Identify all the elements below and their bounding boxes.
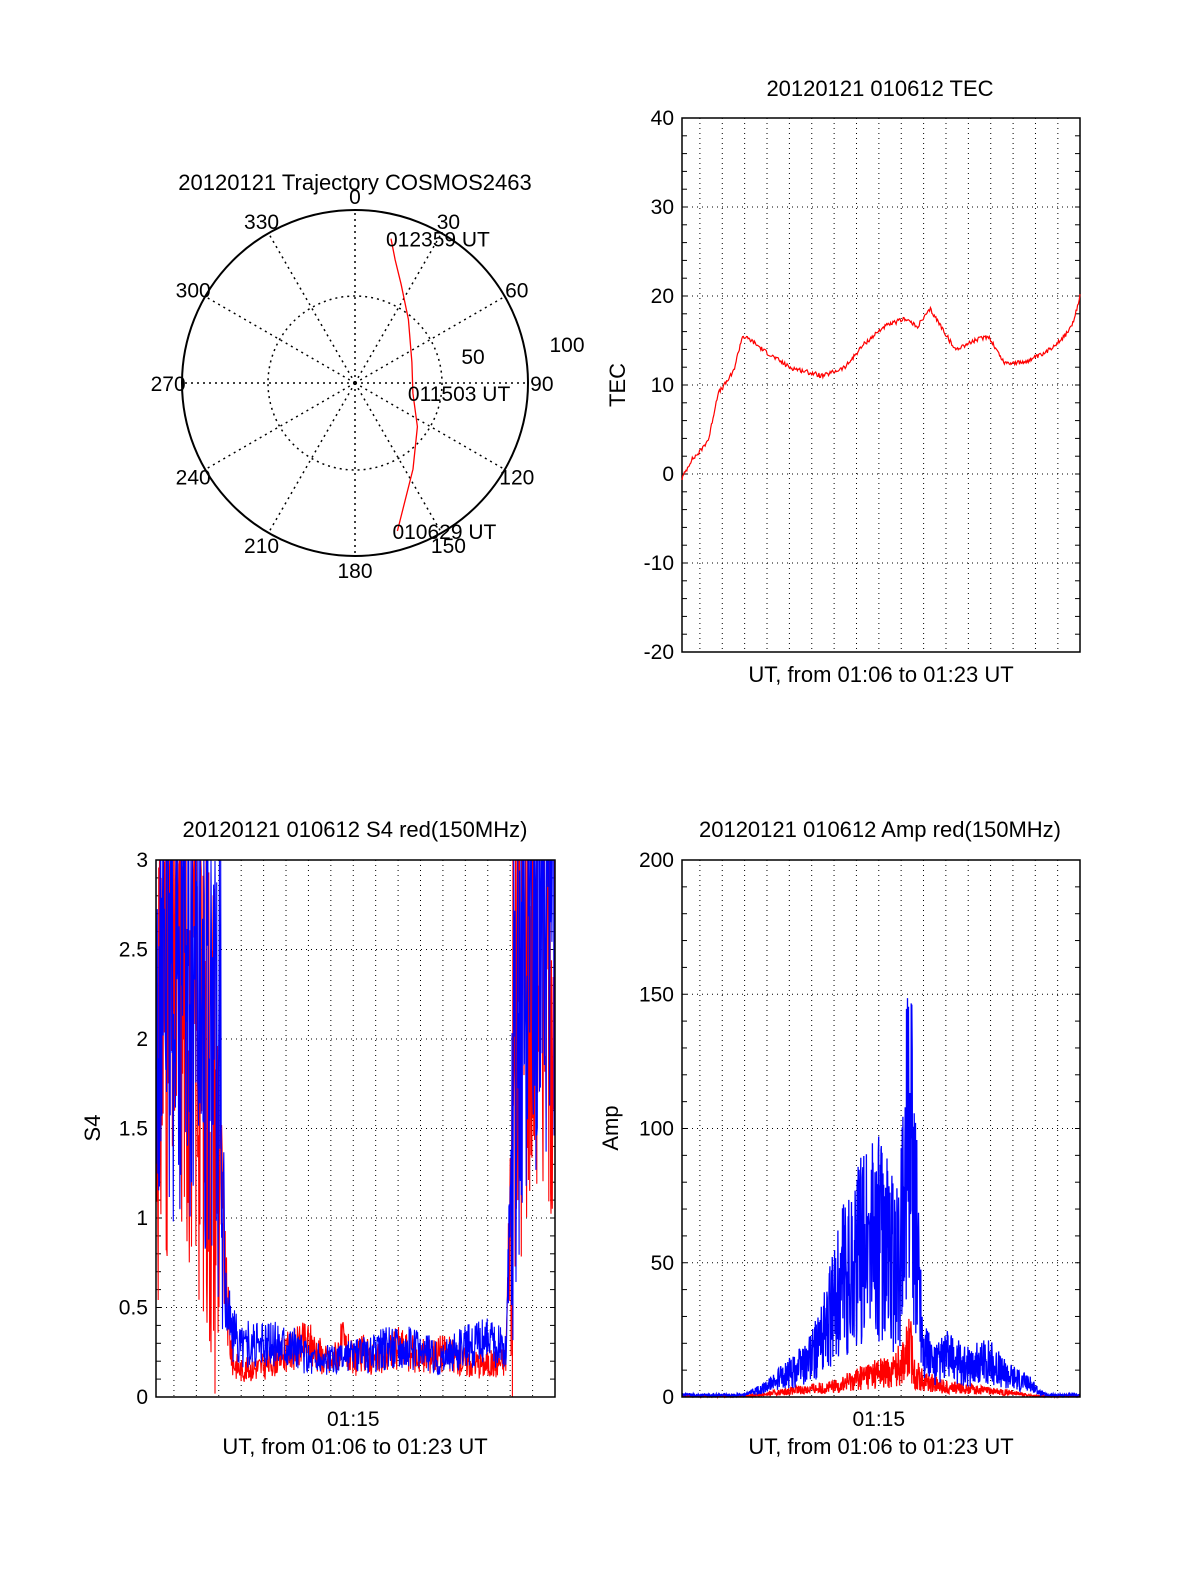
tec-grid: [682, 118, 1080, 652]
polar-spoke-30: [354, 232, 443, 384]
amp-series-line-2: [681, 998, 1081, 1399]
polar-spoke-120: [354, 382, 506, 471]
s4-y-tick-label: 3: [136, 849, 148, 872]
polar-angle-label: 120: [499, 466, 534, 489]
polar-spoke-330: [267, 232, 356, 384]
polar-angle-label: 180: [337, 560, 372, 583]
s4-series-line-2: [155, 859, 556, 1376]
polar-angle-label: 0: [349, 186, 361, 209]
amp-y-tick-label: 0: [662, 1386, 674, 1409]
amp-y-tick-label: 200: [639, 849, 674, 872]
s4-series: [155, 859, 556, 1398]
tec-series-line-1: [681, 294, 1081, 481]
amp-plot-frame: [681, 859, 1081, 1398]
polar-angle-label: 270: [151, 373, 186, 396]
polar-time-annotation: 011503 UT: [408, 383, 511, 406]
polar-angle-label: 60: [505, 280, 528, 303]
s4-y-tick-label: 0: [136, 1386, 148, 1409]
s4-y-tick-label: 1: [136, 1207, 148, 1230]
polar-spoke-150: [354, 382, 443, 534]
trajectory-polar-chart: 20120121 Trajectory COSMOS2463 0 30 60 90 12…: [151, 170, 585, 583]
tec-y-tick-label: 30: [651, 196, 674, 219]
polar-title: 20120121 Trajectory COSMOS2463: [178, 170, 531, 195]
polar-spoke-240: [204, 382, 356, 471]
polar-angle-label: 30: [437, 211, 460, 234]
s4-y-tick-label: 1.5: [119, 1118, 148, 1141]
polar-inner-circle: [267, 295, 443, 471]
polar-time-annotation: 012359 UT: [386, 229, 490, 252]
s4-y-tick-label: 0.5: [119, 1297, 148, 1320]
polar-angle-labels: 0 30 60 90 120 150 180 210 240 270 300 330: [151, 186, 554, 583]
polar-angle-label: 210: [244, 535, 279, 558]
amp-x-tick-label: 01:15: [852, 1408, 905, 1431]
s4-y-axis-label: S4: [80, 1115, 105, 1142]
s4-y-tick-label: 2: [136, 1028, 148, 1051]
polar-radial-label-50: 50: [461, 346, 484, 369]
amp-chart: 20120121 010612 Amp red(150MHz) 0 50 100 15…: [598, 817, 1081, 1459]
s4-plot-frame: [155, 859, 556, 1398]
s4-x-ticks: 01:15: [327, 1408, 380, 1431]
tec-y-tick-label: -10: [644, 552, 674, 575]
polar-angle-label: 150: [431, 535, 466, 558]
amp-title: 20120121 010612 Amp red(150MHz): [699, 817, 1061, 842]
amp-y-tick-label: 50: [651, 1252, 674, 1275]
polar-annotations: 012359 UT 011503 UT 010629 UT: [386, 229, 510, 544]
tec-series: [681, 294, 1081, 481]
amp-y-tick-label: 150: [639, 983, 674, 1006]
amp-y-axis-label: Amp: [598, 1105, 623, 1150]
tec-y-tick-label: 10: [651, 374, 674, 397]
tec-y-tick-label: 40: [651, 107, 674, 130]
polar-angle-label: 300: [176, 280, 211, 303]
s4-x-axis-label: UT, from 01:06 to 01:23 UT: [222, 1434, 487, 1459]
s4-y-tick-label: 2.5: [119, 939, 148, 962]
polar-spoke-210: [267, 382, 356, 534]
amp-x-axis-label: UT, from 01:06 to 01:23 UT: [748, 1434, 1013, 1459]
polar-spoke-60: [354, 295, 506, 384]
tec-title: 20120121 010612 TEC: [766, 76, 993, 101]
polar-spokes: [182, 210, 528, 556]
amp-y-ticks: 0 50 100 150 200: [639, 849, 674, 1409]
tec-x-axis-label: UT, from 01:06 to 01:23 UT: [748, 662, 1013, 687]
tec-y-axis-label: TEC: [605, 363, 630, 407]
polar-outer-circle: [181, 209, 529, 557]
s4-x-tick-label: 01:15: [327, 1408, 380, 1431]
polar-radial-label-100: 100: [549, 334, 584, 357]
s4-y-ticks: 0 0.5 1 1.5 2 2.5 3: [119, 849, 148, 1409]
amp-y-tick-label: 100: [639, 1118, 674, 1141]
satellite-track-line: [390, 238, 419, 532]
s4-chart: 20120121 010612 S4 red(150MHz) 0 0.5 1 1.5 2…: [80, 817, 556, 1459]
polar-spoke-300: [204, 295, 356, 384]
tec-y-tick-label: 20: [651, 285, 674, 308]
polar-angle-label: 330: [244, 211, 279, 234]
tec-y-tick-label: 0: [662, 463, 674, 486]
s4-title: 20120121 010612 S4 red(150MHz): [183, 817, 528, 842]
polar-time-annotation: 010629 UT: [392, 521, 496, 544]
polar-angle-label: 240: [176, 466, 211, 489]
tec-y-tick-label: -20: [644, 641, 674, 664]
polar-angle-label: 90: [530, 373, 553, 396]
tec-chart: 20120121 010612 TEC -20 -10 0 10 20 30 40 UT, …: [605, 76, 1081, 687]
tec-plot-frame: [681, 117, 1081, 653]
tec-y-ticks: -20 -10 0 10 20 30 40: [644, 107, 674, 664]
amp-x-ticks: 01:15: [852, 1408, 905, 1431]
